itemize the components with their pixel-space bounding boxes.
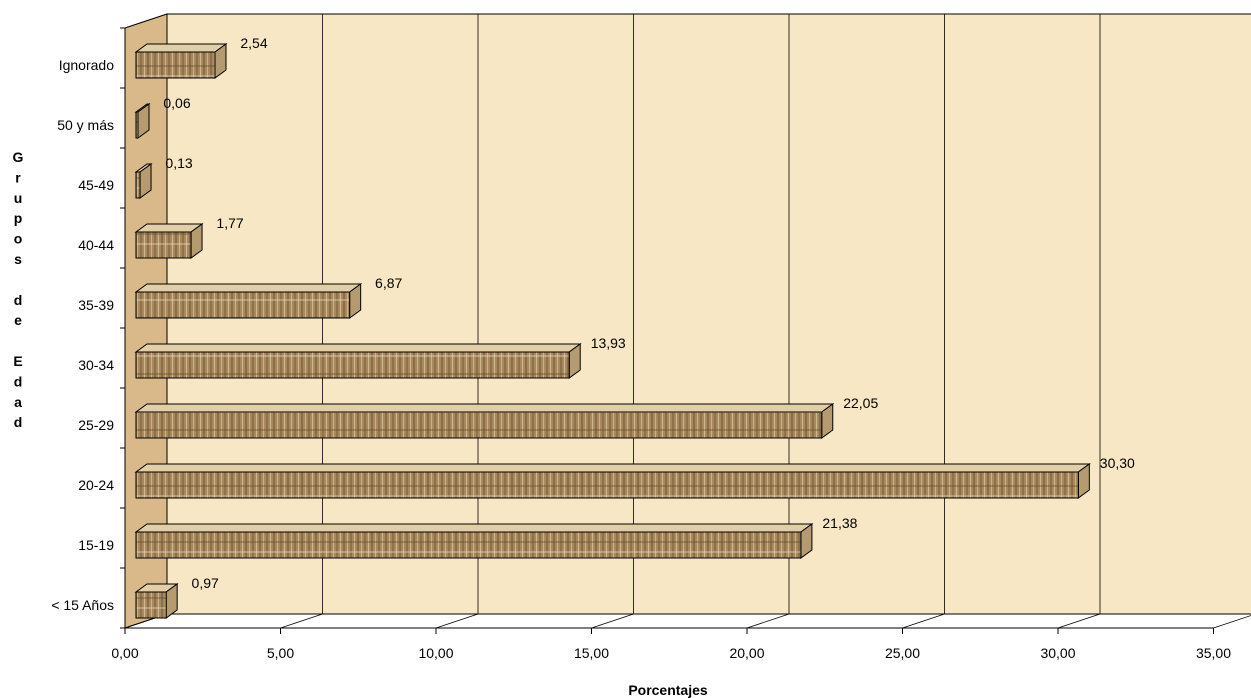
data-label: 22,05 — [843, 395, 878, 411]
bar-front — [135, 531, 802, 559]
bar — [134, 463, 1091, 499]
x-tick-label: 0,00 — [111, 645, 138, 661]
data-label: 30,30 — [1100, 455, 1135, 471]
bar-front — [135, 291, 351, 319]
y-axis-label-letter: E — [13, 353, 22, 369]
category-label: 20-24 — [78, 477, 114, 493]
y-axis-label-letter: r — [15, 169, 21, 185]
category-label: Ignorado — [59, 57, 114, 73]
bar — [134, 583, 179, 619]
y-axis-label-letter: o — [14, 231, 23, 247]
grid-lines — [124, 14, 1251, 629]
floor-line — [1057, 613, 1101, 629]
bar — [134, 343, 582, 379]
y-axis-label-letter: d — [14, 414, 23, 430]
bar — [134, 523, 814, 559]
bar — [134, 163, 153, 199]
floor-line — [902, 613, 945, 629]
bar-front — [135, 411, 823, 439]
bar-top — [134, 463, 1091, 473]
axes — [120, 27, 1214, 634]
bar-top — [134, 43, 228, 53]
bar-front — [135, 171, 141, 199]
y-axis-label-letter: s — [14, 251, 22, 267]
y-axis-label-letter: d — [14, 292, 23, 308]
bar — [134, 43, 228, 79]
bar — [134, 103, 151, 139]
x-tick-label: 35,00 — [1196, 645, 1231, 661]
bar-front — [135, 471, 1079, 499]
data-label: 0,06 — [163, 95, 190, 111]
labels: 0,00 5,00 10,00 15,00 20,00 25,00 30,00 35,00 < … — [51, 35, 1231, 661]
x-tick-label: 5,00 — [267, 645, 294, 661]
bar-front — [135, 51, 216, 79]
bar — [134, 223, 204, 259]
y-axis-label-letter: G — [13, 149, 24, 165]
category-label: 30-34 — [78, 357, 114, 373]
data-label: 0,97 — [192, 575, 219, 591]
y-axis-label-letter: a — [14, 394, 22, 410]
category-label: 15-19 — [78, 537, 114, 553]
y-axis-label-letter: u — [14, 190, 23, 206]
floor-line — [746, 613, 790, 629]
x-tick-label: 30,00 — [1040, 645, 1075, 661]
category-label: 50 y más — [57, 117, 114, 133]
bar — [134, 283, 363, 319]
floor-line — [591, 613, 634, 629]
x-axis-label: Porcentajes — [628, 682, 708, 698]
bar — [134, 403, 835, 439]
bar-front — [135, 351, 570, 379]
data-label: 13,93 — [591, 335, 626, 351]
floor-line — [435, 613, 479, 629]
bar-front — [135, 231, 192, 259]
bar-front — [135, 591, 167, 619]
bar-front — [135, 111, 139, 139]
bars — [134, 43, 1091, 619]
floor-line — [1213, 615, 1251, 629]
category-label: 45-49 — [78, 177, 114, 193]
y-axis-label-letter: p — [14, 210, 23, 226]
x-tick-label: 25,00 — [885, 645, 920, 661]
x-tick-label: 10,00 — [418, 645, 453, 661]
data-label: 6,87 — [375, 275, 402, 291]
floor-line — [280, 613, 323, 629]
y-axis-label-letter: d — [14, 373, 23, 389]
category-label: < 15 Años — [51, 597, 114, 613]
category-label: 25-29 — [78, 417, 114, 433]
category-label: 35-39 — [78, 297, 114, 313]
bar-top — [134, 403, 835, 413]
x-tick-label: 20,00 — [729, 645, 764, 661]
data-label: 0,13 — [165, 155, 192, 171]
category-label: 40-44 — [78, 237, 114, 253]
x-tick-label: 15,00 — [574, 645, 609, 661]
data-label: 2,54 — [240, 35, 267, 51]
data-label: 1,77 — [216, 215, 243, 231]
bar-top — [134, 283, 363, 293]
bar-top — [134, 343, 582, 353]
bar-top — [134, 523, 814, 533]
y-axis-label-letter: e — [14, 312, 22, 328]
data-label: 21,38 — [822, 515, 857, 531]
